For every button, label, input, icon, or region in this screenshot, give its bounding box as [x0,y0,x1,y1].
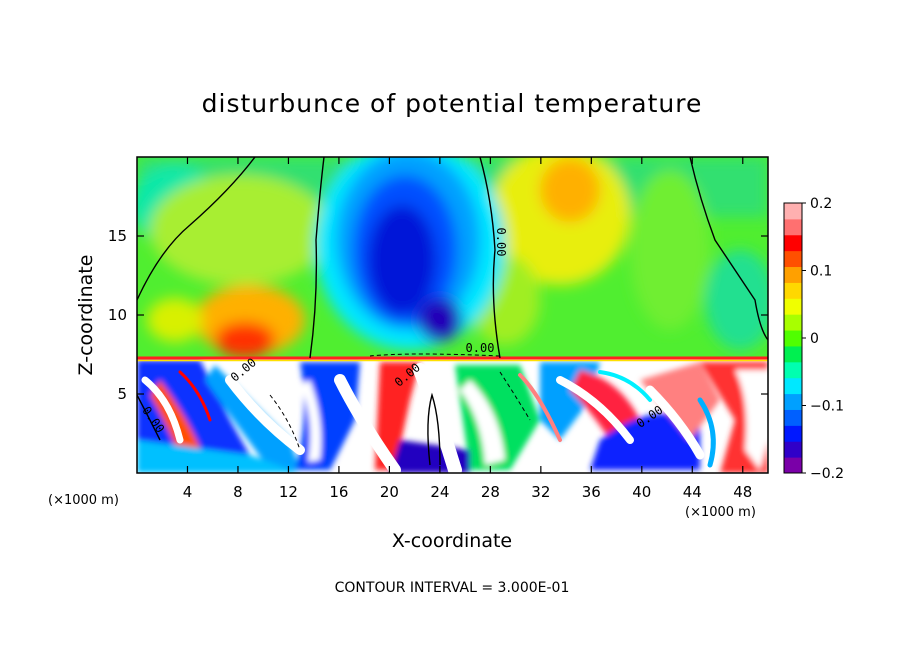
contour-lines [137,157,768,466]
x-tick-label: 12 [279,483,298,501]
colorbar-swatch [784,345,802,363]
contour-label: 0.00 [494,228,508,257]
colorbar-swatch [784,425,802,442]
x-axis-ticks: 4 8 12 16 20 24 28 32 36 40 44 48 [183,157,752,501]
y-axis-ticks: 5 10 15 [108,227,768,403]
colorbar-swatch [784,393,802,410]
colorbar-swatch [784,298,802,315]
y-axis-label: Z-coordinate [75,255,97,376]
lower-region-streaks [141,363,716,473]
x-unit-left: (×1000 m) [48,493,119,508]
colorbar-swatch [784,457,802,474]
x-tick-label: 20 [380,483,399,501]
colorbar-swatch [784,203,802,220]
colorbar-tick-label: 0.1 [810,264,832,280]
colorbar-swatch [784,234,802,252]
x-tick-label: 32 [531,483,550,501]
y-tick-label: 10 [108,306,127,324]
y-tick-label: 15 [108,227,127,245]
colorbar-swatch [784,377,802,395]
y-tick-label: 5 [117,385,127,403]
colorbar-swatch [784,282,802,299]
colorbar-labels: 0.2 0.1 0 −0.1 −0.2 [802,196,844,482]
upper-region-blobs [137,157,768,358]
colorbar-tick-label: −0.2 [810,466,844,482]
colorbar-swatch [784,330,802,347]
x-tick-label: 40 [632,483,651,501]
lower-region [137,358,768,473]
colorbar-tick-label: 0.2 [810,196,832,212]
colorbar-swatch [784,409,802,426]
contour-interval-note: CONTOUR INTERVAL = 3.000E-01 [335,580,570,596]
x-tick-label: 28 [481,483,500,501]
x-tick-label: 36 [582,483,601,501]
x-axis-label: X-coordinate [392,530,512,552]
colorbar-swatch [784,250,802,268]
x-tick-label: 44 [683,483,702,501]
x-tick-label: 24 [430,483,449,501]
x-tick-label: 8 [233,483,243,501]
x-tick-label: 4 [183,483,193,501]
chart-title: disturbunce of potential temperature [202,89,703,118]
x-tick-label: 48 [733,483,752,501]
colorbar-swatch [784,266,802,283]
contour-label: 0.00 [466,341,495,355]
colorbar-swatch [784,361,802,379]
colorbar-tick-label: 0 [810,331,819,347]
colorbar-swatch [784,441,802,458]
colorbar-tick-label: −0.1 [810,399,844,415]
colorbar [784,203,802,474]
x-unit-right: (×1000 m) [685,505,756,520]
colorbar-swatch [784,314,802,331]
colorbar-swatch [784,218,802,236]
x-tick-label: 16 [329,483,348,501]
dashed-contours [269,353,531,451]
heatmap-plot [137,157,768,473]
